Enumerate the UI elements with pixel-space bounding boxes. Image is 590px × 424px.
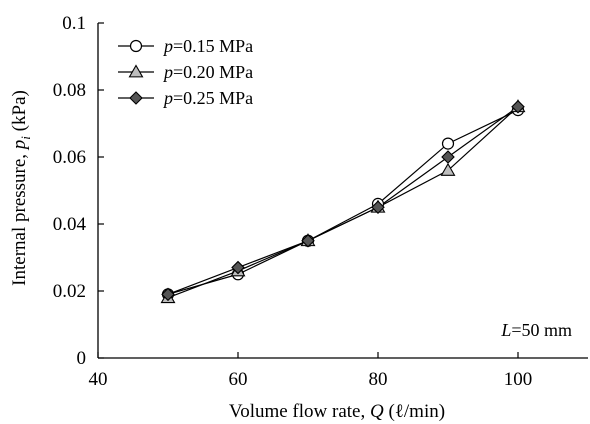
x-tick-label: 40 [89,369,108,390]
legend: p=0.15 MPa p=0.20 MPa p=0.25 MPa [118,36,253,108]
y-axis-title: Internal pressure, pi (kPa) [9,90,33,286]
legend-label: p=0.25 MPa [162,88,253,108]
series-3-point [441,150,455,164]
series-1-line [167,109,519,295]
series-3-point [231,260,245,275]
series-3-point [371,200,385,215]
x-tick-label: 60 [229,369,248,390]
legend-marker [129,91,143,105]
series-2-point [440,162,456,176]
x-tick-label: 80 [369,369,388,390]
legend-label: p=0.20 MPa [162,62,253,82]
y-tick-label: 0.1 [62,13,86,34]
legend-marker [128,64,144,78]
series-3-line [167,106,519,295]
series-3-point [301,233,315,248]
legend-label: p=0.15 MPa [162,36,253,56]
y-tick-label: 0 [77,348,87,369]
series-1-point [441,137,455,150]
y-tick-label: 0.04 [53,214,87,235]
y-tick-label: 0.08 [53,80,86,101]
legend-marker [129,39,143,53]
y-tick-label: 0.02 [53,281,86,302]
axis-ticks: 0 0.02 0.04 0.06 0.08 0.1 40 60 80 100 [53,13,533,390]
series-3-point [511,99,525,114]
series-layer [160,99,526,304]
x-tick-label: 100 [504,369,533,390]
length-annotation: L=50 mm [500,320,572,340]
x-axis-title: Volume flow rate, Q (ℓ/min) [229,401,445,422]
series-3-point [161,287,175,302]
axes-frame [97,23,588,359]
y-tick-label: 0.06 [53,147,86,168]
